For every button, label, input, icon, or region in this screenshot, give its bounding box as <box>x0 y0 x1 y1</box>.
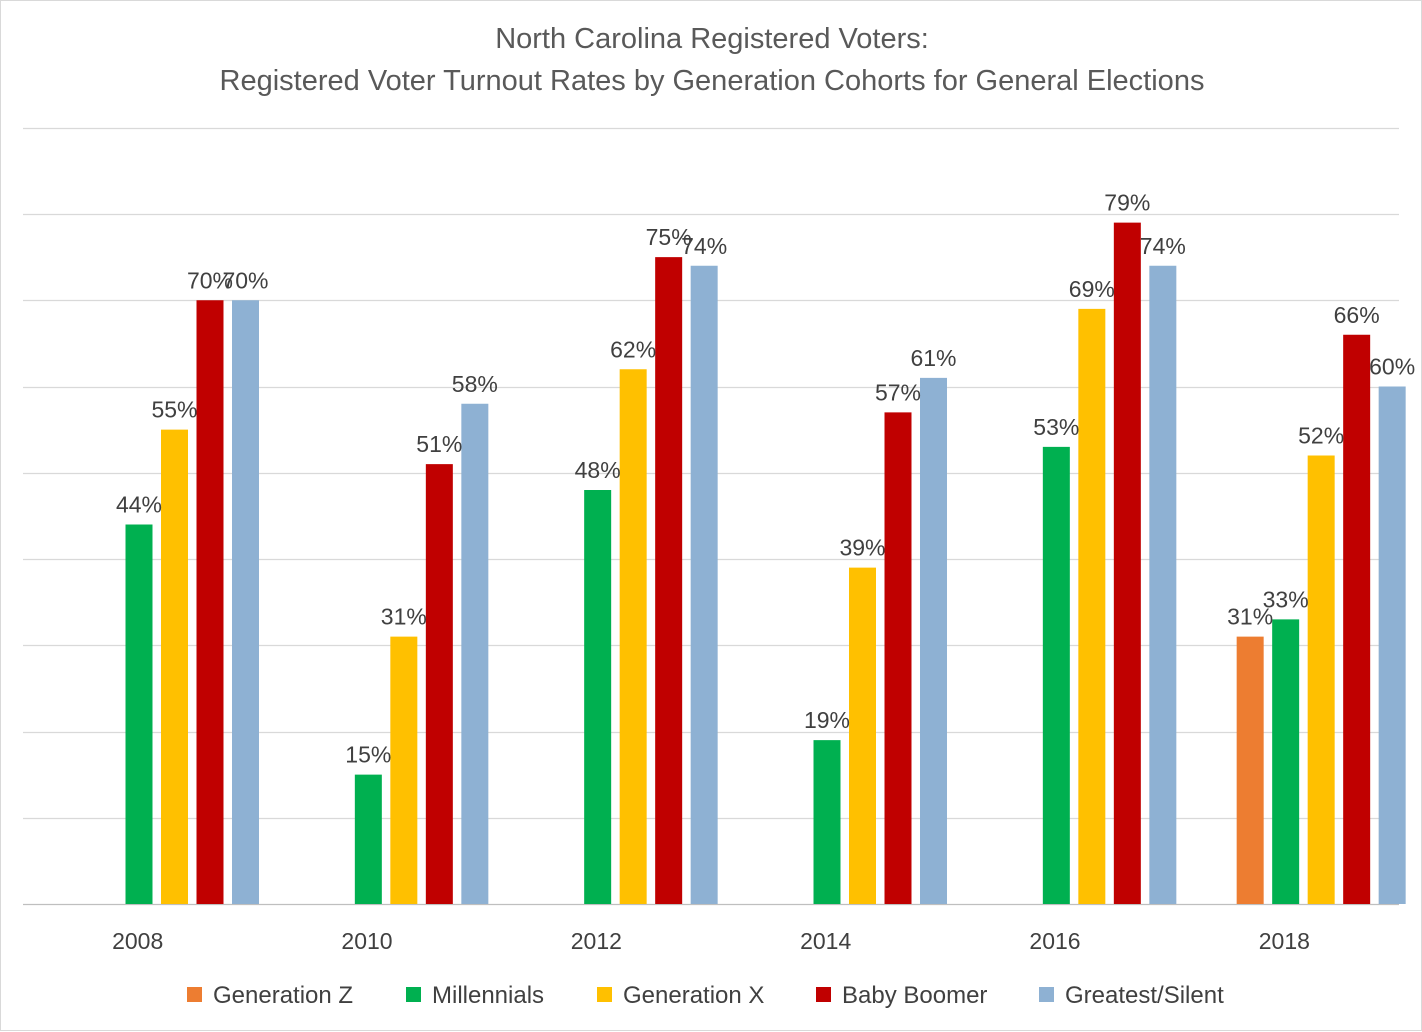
data-label: 31% <box>1227 604 1273 630</box>
data-label: 19% <box>804 707 850 733</box>
data-label: 31% <box>381 604 427 630</box>
data-label: 74% <box>681 233 727 259</box>
bar-millennials-2018 <box>1272 619 1300 904</box>
bar-baby-boomer-2010 <box>425 464 453 904</box>
bar-greatest-silent-2018 <box>1378 386 1406 904</box>
x-tick-label: 2010 <box>341 928 392 954</box>
legend-swatch <box>597 987 612 1002</box>
data-label: 53% <box>1033 414 1079 440</box>
legend-label: Baby Boomer <box>842 982 987 1009</box>
data-label: 70% <box>187 267 233 293</box>
bar-millennials-2016 <box>1042 446 1070 904</box>
data-label: 55% <box>151 397 197 423</box>
data-label: 51% <box>416 431 462 457</box>
data-label: 44% <box>116 492 162 518</box>
x-tick-label: 2018 <box>1259 928 1310 954</box>
legend-label: Generation X <box>623 982 764 1009</box>
bar-baby-boomer-2012 <box>655 257 683 904</box>
legend-label: Greatest/Silent <box>1065 982 1224 1009</box>
bar-millennials-2012 <box>584 490 612 904</box>
legend-label: Generation Z <box>213 982 353 1009</box>
bar-greatest-silent-2014 <box>920 377 947 904</box>
data-label: 57% <box>875 379 921 405</box>
bar-generation-z-2018 <box>1236 636 1264 904</box>
bar-baby-boomer-2014 <box>884 412 912 904</box>
data-label: 74% <box>1140 233 1186 259</box>
data-label: 58% <box>452 371 498 397</box>
bar-greatest-silent-2012 <box>690 265 718 904</box>
bar-baby-boomer-2008 <box>196 300 224 904</box>
data-label: 75% <box>646 224 692 250</box>
bar-baby-boomer-2018 <box>1343 334 1371 904</box>
bar-generation-x-2018 <box>1307 455 1335 904</box>
legend-swatch <box>406 987 421 1002</box>
x-tick-label: 2012 <box>571 928 622 954</box>
data-label: 66% <box>1334 302 1380 328</box>
data-label: 79% <box>1104 190 1150 216</box>
chart-subtitle: Registered Voter Turnout Rates by Genera… <box>219 65 1205 97</box>
data-label: 61% <box>910 345 956 371</box>
bars <box>125 222 1406 904</box>
legend-label: Millennials <box>432 982 544 1009</box>
x-tick-label: 2016 <box>1029 928 1080 954</box>
data-labels: 44%55%70%70%15%31%51%58%48%62%75%74%19%3… <box>116 190 1415 768</box>
bar-millennials-2010 <box>354 774 382 904</box>
data-label: 69% <box>1069 276 1115 302</box>
bar-generation-x-2012 <box>619 369 647 904</box>
x-tick-labels: 2008 2010 2012 2014 2016 2018 <box>112 928 1310 954</box>
legend: Generation Z Millennials Generation X Baby … <box>187 982 1224 1009</box>
bar-generation-x-2016 <box>1078 308 1106 904</box>
bar-greatest-silent-2010 <box>461 403 489 904</box>
bar-generation-x-2008 <box>161 429 188 904</box>
data-label: 60% <box>1369 354 1415 380</box>
data-label: 33% <box>1263 586 1309 612</box>
bar-generation-x-2014 <box>849 567 876 904</box>
data-label: 70% <box>222 267 268 293</box>
bar-greatest-silent-2008 <box>232 300 259 904</box>
legend-swatch <box>816 987 831 1002</box>
data-label: 48% <box>575 457 621 483</box>
chart-title: North Carolina Registered Voters: <box>495 23 929 55</box>
bar-generation-x-2010 <box>390 636 418 904</box>
bar-greatest-silent-2016 <box>1149 265 1177 904</box>
legend-swatch <box>187 987 202 1002</box>
data-label: 52% <box>1298 423 1344 449</box>
bar-millennials-2008 <box>125 524 153 904</box>
data-label: 39% <box>839 535 885 561</box>
bar-millennials-2014 <box>813 740 841 904</box>
data-label: 62% <box>610 336 656 362</box>
data-label: 15% <box>345 742 391 768</box>
legend-swatch <box>1039 987 1054 1002</box>
bar-baby-boomer-2016 <box>1113 222 1141 904</box>
x-tick-label: 2008 <box>112 928 163 954</box>
x-tick-label: 2014 <box>800 928 851 954</box>
